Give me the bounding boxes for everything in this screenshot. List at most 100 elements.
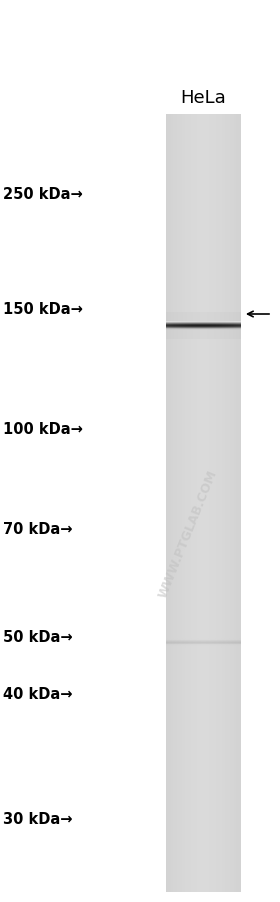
Bar xyxy=(211,323,213,325)
Bar xyxy=(202,321,204,323)
Bar xyxy=(225,321,227,323)
Bar xyxy=(208,320,209,322)
Bar xyxy=(172,336,173,337)
Bar xyxy=(197,326,198,327)
Bar xyxy=(231,640,232,641)
Bar xyxy=(209,314,211,316)
Bar xyxy=(234,338,236,339)
Bar xyxy=(198,329,200,330)
Bar xyxy=(184,319,185,321)
Bar xyxy=(232,639,233,640)
Bar xyxy=(204,316,205,318)
Bar xyxy=(217,335,218,336)
Bar xyxy=(190,331,192,332)
Bar xyxy=(182,639,183,640)
Bar xyxy=(171,645,172,646)
Bar xyxy=(179,318,180,319)
Bar xyxy=(171,639,172,640)
Bar xyxy=(222,330,224,331)
Bar xyxy=(187,645,189,646)
Text: 30 kDa→: 30 kDa→ xyxy=(3,812,73,826)
Bar xyxy=(225,647,227,648)
Bar xyxy=(182,329,183,330)
Bar xyxy=(188,647,190,648)
Bar xyxy=(213,318,214,320)
Bar xyxy=(224,338,226,339)
Bar xyxy=(185,338,187,339)
Bar xyxy=(229,643,230,644)
Bar xyxy=(168,642,169,644)
Bar xyxy=(223,321,225,323)
Bar xyxy=(192,330,193,331)
Bar xyxy=(197,644,198,645)
Bar xyxy=(218,331,219,332)
Bar xyxy=(198,314,200,316)
Bar xyxy=(187,644,189,645)
Bar xyxy=(215,115,216,892)
Bar xyxy=(187,338,189,339)
Bar xyxy=(174,647,176,648)
Bar xyxy=(195,647,196,648)
Bar xyxy=(172,335,174,336)
Bar xyxy=(233,644,234,645)
Bar xyxy=(171,325,172,327)
Bar xyxy=(224,639,226,640)
Bar xyxy=(202,645,204,646)
Bar xyxy=(218,327,219,328)
Bar xyxy=(223,640,225,641)
Bar xyxy=(191,334,192,335)
Bar xyxy=(237,643,239,644)
Bar xyxy=(229,327,230,328)
Bar xyxy=(172,644,174,645)
Bar xyxy=(172,313,174,315)
Bar xyxy=(220,647,221,648)
Bar xyxy=(173,642,175,644)
Bar xyxy=(185,322,186,324)
Bar xyxy=(227,337,228,338)
Bar xyxy=(229,647,230,648)
Bar xyxy=(174,335,176,336)
Bar xyxy=(196,642,197,643)
Bar xyxy=(203,320,204,322)
Bar xyxy=(207,330,208,331)
Bar xyxy=(212,316,214,318)
Bar xyxy=(197,318,198,320)
Bar xyxy=(236,312,238,314)
Bar xyxy=(222,321,224,323)
Bar xyxy=(186,314,188,316)
Bar xyxy=(203,332,204,333)
Bar xyxy=(194,646,195,647)
Bar xyxy=(238,318,240,319)
Bar xyxy=(224,640,226,641)
Bar xyxy=(215,316,216,318)
Bar xyxy=(179,646,180,647)
Bar xyxy=(194,314,195,316)
Bar xyxy=(183,638,184,640)
Bar xyxy=(232,644,233,645)
Bar xyxy=(229,322,230,324)
Bar xyxy=(212,324,214,326)
Bar xyxy=(193,641,194,642)
Bar xyxy=(173,338,175,339)
Bar xyxy=(217,328,218,329)
Bar xyxy=(231,646,232,647)
Bar xyxy=(177,322,179,324)
Bar xyxy=(185,326,187,327)
Bar xyxy=(201,327,202,328)
Bar xyxy=(202,330,204,331)
Bar xyxy=(204,327,205,328)
Bar xyxy=(223,327,225,328)
Bar xyxy=(180,333,181,334)
Bar xyxy=(238,330,240,331)
Bar xyxy=(221,319,222,321)
Bar xyxy=(238,313,240,315)
Bar xyxy=(198,638,200,639)
Bar xyxy=(216,313,217,315)
Bar xyxy=(174,332,176,333)
Bar xyxy=(167,642,168,644)
Bar xyxy=(196,313,197,315)
Bar xyxy=(214,643,216,644)
Bar xyxy=(212,322,214,324)
Bar xyxy=(210,331,212,332)
Bar xyxy=(166,334,167,335)
